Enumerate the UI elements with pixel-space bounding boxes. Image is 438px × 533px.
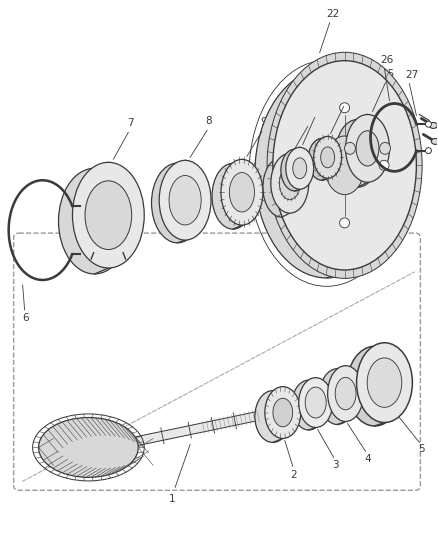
Ellipse shape — [263, 157, 301, 217]
Circle shape — [379, 160, 389, 171]
Ellipse shape — [319, 369, 355, 424]
Ellipse shape — [431, 139, 438, 144]
Ellipse shape — [273, 398, 293, 427]
Ellipse shape — [305, 387, 326, 418]
Circle shape — [339, 103, 350, 113]
Ellipse shape — [255, 391, 291, 442]
Text: 3: 3 — [332, 461, 339, 471]
Ellipse shape — [308, 139, 336, 180]
Ellipse shape — [152, 163, 203, 243]
Ellipse shape — [72, 163, 144, 268]
Ellipse shape — [85, 181, 132, 249]
Text: 7: 7 — [127, 118, 134, 128]
Text: 10: 10 — [303, 112, 316, 123]
Text: 27: 27 — [405, 70, 418, 79]
Text: 6: 6 — [22, 313, 29, 323]
Ellipse shape — [169, 175, 201, 225]
Ellipse shape — [346, 115, 389, 182]
Text: 4: 4 — [364, 455, 371, 464]
Text: 2: 2 — [290, 470, 297, 480]
Ellipse shape — [212, 163, 254, 229]
Ellipse shape — [265, 386, 301, 439]
Ellipse shape — [281, 149, 309, 191]
Ellipse shape — [367, 358, 402, 407]
Ellipse shape — [356, 131, 379, 166]
Text: 8: 8 — [206, 116, 212, 126]
Text: 22: 22 — [326, 9, 339, 19]
Ellipse shape — [221, 159, 263, 225]
Ellipse shape — [271, 154, 309, 213]
Ellipse shape — [357, 343, 413, 423]
Ellipse shape — [292, 380, 326, 430]
Polygon shape — [127, 410, 266, 447]
Circle shape — [425, 148, 431, 154]
Text: 9: 9 — [261, 117, 267, 127]
Ellipse shape — [335, 377, 356, 410]
Ellipse shape — [328, 366, 364, 422]
Text: 26: 26 — [380, 55, 393, 64]
Ellipse shape — [159, 160, 211, 240]
Ellipse shape — [59, 168, 130, 274]
Circle shape — [339, 218, 350, 228]
Ellipse shape — [255, 69, 399, 278]
Text: 25: 25 — [381, 69, 394, 78]
Ellipse shape — [286, 148, 314, 189]
Ellipse shape — [336, 119, 379, 187]
Ellipse shape — [279, 167, 300, 200]
Ellipse shape — [321, 147, 335, 168]
Ellipse shape — [293, 158, 307, 179]
Circle shape — [300, 160, 310, 171]
Ellipse shape — [345, 142, 356, 155]
Text: 24: 24 — [339, 93, 352, 102]
Ellipse shape — [39, 417, 138, 478]
Ellipse shape — [429, 123, 437, 128]
Ellipse shape — [325, 136, 365, 195]
Ellipse shape — [299, 378, 332, 427]
Ellipse shape — [314, 136, 342, 178]
Ellipse shape — [347, 346, 403, 426]
Ellipse shape — [380, 142, 391, 155]
Ellipse shape — [230, 173, 254, 212]
Circle shape — [425, 121, 431, 127]
Ellipse shape — [267, 52, 422, 278]
Text: 5: 5 — [418, 445, 425, 455]
Text: 23: 23 — [310, 103, 323, 114]
Text: 1: 1 — [169, 494, 176, 504]
Ellipse shape — [273, 61, 417, 270]
